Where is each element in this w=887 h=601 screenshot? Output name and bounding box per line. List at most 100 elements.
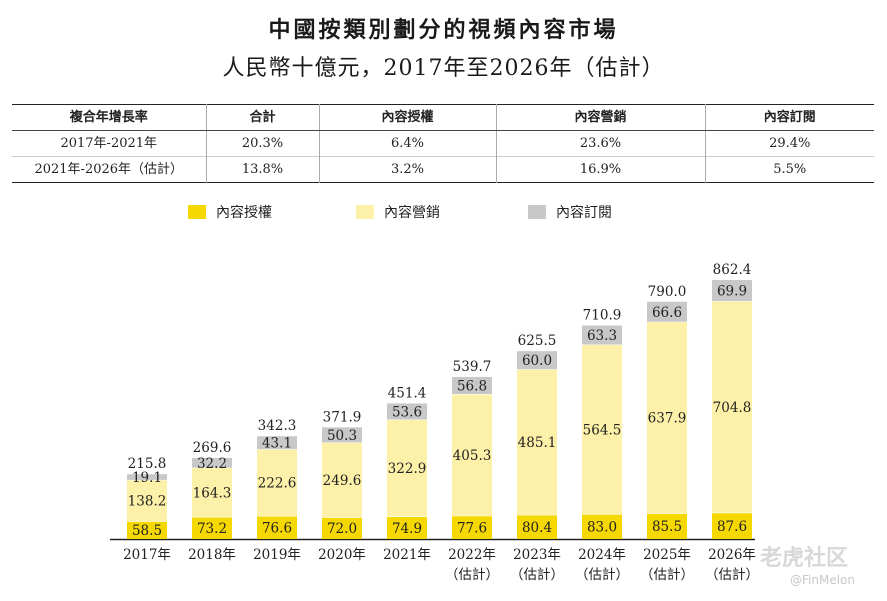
- data-label: 43.1: [262, 436, 292, 452]
- bar-segment: [517, 351, 557, 370]
- legend-swatch-marketing: [356, 205, 374, 219]
- data-label: 637.9: [648, 411, 687, 427]
- data-label: 85.5: [652, 519, 682, 535]
- bar-segment: [387, 516, 427, 539]
- x-tick-label: 2023年: [513, 547, 561, 563]
- bar-segment: [647, 321, 687, 514]
- chart-title: 中國按類別劃分的視頻內容市場: [268, 18, 619, 43]
- legend-label: 內容營銷: [384, 205, 440, 221]
- data-label: 77.6: [457, 520, 487, 536]
- bar-segment: [322, 427, 362, 443]
- chart-legend: 內容授權 內容營銷 內容訂閱: [0, 202, 887, 224]
- bar-segment: [647, 301, 687, 322]
- legend-label: 內容授權: [216, 205, 272, 221]
- total-label: 269.6: [193, 440, 232, 456]
- data-label: 66.6: [652, 305, 682, 321]
- data-label: 69.9: [717, 284, 747, 300]
- x-tick-label: 2020年: [318, 547, 366, 563]
- data-label: 87.6: [717, 519, 747, 535]
- x-tick-label: 2017年: [123, 547, 171, 563]
- bar-segment: [387, 403, 427, 420]
- bar-segment: [257, 515, 297, 539]
- bar-segment: [647, 513, 687, 539]
- data-label: 72.0: [327, 521, 357, 537]
- data-label: 138.2: [128, 494, 167, 510]
- chart-subtitle: 人民幣十億元，2017年至2026年（估計）: [222, 56, 665, 81]
- table-cell: 3.2%: [318, 156, 496, 183]
- x-tick-note: （估計）: [445, 567, 499, 583]
- total-label: 371.9: [323, 409, 362, 425]
- total-label: 862.4: [713, 262, 752, 278]
- x-tick-note: （估計）: [575, 567, 629, 583]
- total-label: 710.9: [583, 308, 622, 324]
- x-tick-label: 2025年: [643, 547, 691, 563]
- table-row: 2021年-2026年（估計） 13.8% 3.2% 16.9% 5.5%: [12, 156, 874, 183]
- cagr-header-row: 複合年增長率 合計 內容授權 內容營銷 內容訂閱: [12, 104, 874, 131]
- data-label: 564.5: [583, 422, 622, 438]
- data-label: 74.9: [392, 521, 422, 537]
- data-label: 80.4: [522, 520, 552, 536]
- x-tick-label: 2018年: [188, 547, 236, 563]
- cagr-header-cell: 內容營銷: [495, 104, 705, 131]
- data-label: 60.0: [522, 353, 552, 369]
- bar-segment: [192, 517, 232, 539]
- bar-segment: [582, 514, 622, 539]
- total-label: 790.0: [648, 284, 687, 300]
- cagr-header-cell: 內容授權: [318, 104, 496, 131]
- bar-segment: [517, 369, 557, 515]
- table-cell: 13.8%: [205, 156, 319, 183]
- bar-segment: [452, 393, 492, 516]
- legend-item-marketing: 內容營銷: [356, 202, 440, 222]
- bar-segment: [322, 517, 362, 539]
- data-label: 76.6: [262, 520, 292, 536]
- x-tick-label: 2024年: [578, 547, 626, 563]
- bar-segment: [192, 467, 232, 518]
- total-label: 539.7: [453, 359, 492, 375]
- data-label: 405.3: [453, 448, 492, 464]
- bar-segment: [582, 325, 622, 345]
- data-label: 50.3: [327, 428, 357, 444]
- table-cell: 2017年-2021年: [60, 136, 158, 151]
- bar-segment: [127, 521, 167, 539]
- bar-segment: [712, 280, 752, 302]
- bar-segment: [452, 515, 492, 539]
- bar-segment: [387, 419, 427, 517]
- bar-segment: [582, 344, 622, 515]
- data-label: 322.9: [388, 461, 427, 477]
- total-label: 451.4: [388, 385, 427, 401]
- data-label: 32.2: [197, 456, 227, 472]
- legend-item-subscription: 內容訂閱: [528, 202, 612, 222]
- bar-segment: [712, 512, 752, 539]
- bar-segment: [712, 301, 752, 513]
- data-label: 63.3: [587, 328, 617, 344]
- total-label: 215.8: [128, 456, 167, 472]
- x-tick-label: 2021年: [383, 547, 431, 563]
- x-tick-label: 2019年: [253, 547, 301, 563]
- bar-segment: [517, 514, 557, 539]
- data-label: 58.5: [132, 523, 162, 539]
- table-row: 2017年-2021年 20.3% 6.4% 23.6% 29.4%: [12, 130, 874, 157]
- data-label: 53.6: [392, 404, 422, 420]
- cagr-header-cell: 複合年增長率: [12, 104, 206, 131]
- table-cell: 20.3%: [205, 130, 319, 157]
- table-cell: 23.6%: [495, 130, 705, 157]
- data-label: 73.2: [197, 521, 227, 537]
- bar-segment: [322, 442, 362, 518]
- bar-segment: [192, 458, 232, 468]
- cagr-table: 複合年增長率 合計 內容授權 內容營銷 內容訂閱 2017年-2021年 20.…: [12, 104, 874, 183]
- legend-swatch-subscription: [528, 205, 546, 219]
- legend-swatch-licensing: [188, 205, 206, 219]
- total-label: 342.3: [258, 418, 297, 434]
- table-cell: 16.9%: [495, 156, 705, 183]
- x-tick-note: （估計）: [705, 567, 759, 583]
- table-cell: 29.4%: [704, 130, 874, 157]
- x-tick-label: 2022年: [448, 547, 496, 563]
- table-cell: 2021年-2026年（估計）: [12, 156, 206, 183]
- watermark-handle: @FinMelon: [790, 573, 855, 587]
- data-label: 164.3: [193, 485, 232, 501]
- data-label: 222.6: [258, 476, 297, 492]
- table-cell: 6.4%: [318, 130, 496, 157]
- data-label: 19.1: [132, 470, 162, 486]
- bar-segment: [452, 376, 492, 394]
